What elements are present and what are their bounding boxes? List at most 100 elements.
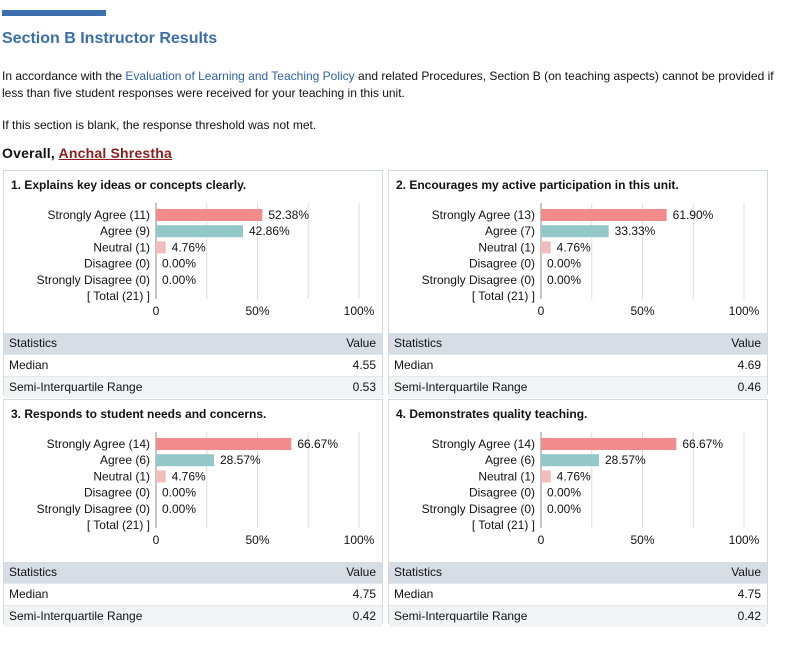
statistics-header: Statistics [394, 336, 443, 350]
axis-tick-label: 100% [344, 304, 375, 318]
percent-label: 61.90% [673, 208, 714, 222]
category-label: Strongly Agree (14) [432, 437, 535, 451]
statistic-value: 4.75 [352, 587, 376, 601]
statistics-header: Statistics [9, 565, 58, 579]
total-label: [ Total (21) ] [87, 289, 150, 303]
axis-tick-label: 100% [729, 304, 760, 318]
policy-link[interactable]: Evaluation of Learning and Teaching Poli… [125, 69, 355, 83]
value-header: Value [731, 565, 761, 579]
axis-tick-label: 50% [245, 304, 269, 318]
statistics-header-row: Statistics Value [4, 562, 382, 583]
category-label: Strongly Disagree (0) [37, 273, 150, 287]
overall-heading: Overall, Anchal Shrestha [2, 145, 172, 161]
statistic-value: 0.46 [737, 380, 761, 394]
table-row: Median 4.75 [4, 583, 382, 605]
statistic-value: 4.75 [737, 587, 761, 601]
statistic-name: Semi-Interquartile Range [394, 609, 528, 623]
percent-label: 4.76% [557, 469, 591, 483]
response-bar [156, 470, 166, 483]
value-header: Value [346, 336, 376, 350]
category-label: Strongly Agree (14) [47, 437, 150, 451]
percent-label: 0.00% [547, 273, 581, 287]
intro-text-before: In accordance with the [2, 69, 126, 83]
question-title: 1. Explains key ideas or concepts clearl… [11, 178, 247, 192]
response-bar [541, 454, 599, 467]
category-label: Disagree (0) [84, 257, 150, 271]
response-bar [156, 225, 244, 238]
category-label: Strongly Agree (11) [48, 208, 151, 222]
percent-label: 0.00% [547, 486, 581, 500]
axis-tick-label: 50% [630, 533, 654, 547]
total-label: [ Total (21) ] [87, 518, 150, 532]
percent-label: 52.38% [268, 208, 309, 222]
response-bar [156, 454, 214, 467]
percent-label: 66.67% [682, 437, 723, 451]
response-bar-chart: Strongly Agree (14) 66.67% Agree (6) 28.57%… [37, 432, 375, 547]
response-bar [541, 438, 677, 450]
table-row: Median 4.55 [4, 354, 382, 376]
percent-label: 4.76% [172, 469, 206, 483]
statistics-table: Statistics Value Median 4.69 Semi-Interquart… [389, 333, 767, 398]
category-label: Strongly Disagree (0) [37, 502, 150, 516]
axis-tick-label: 50% [245, 533, 269, 547]
percent-label: 33.33% [615, 224, 656, 238]
question-title: 4. Demonstrates quality teaching. [396, 407, 588, 421]
blank-note: If this section is blank, the response t… [2, 118, 317, 132]
value-header: Value [731, 336, 761, 350]
category-label: Agree (6) [485, 453, 535, 467]
statistic-name: Semi-Interquartile Range [9, 380, 143, 394]
statistic-name: Semi-Interquartile Range [394, 380, 528, 394]
category-label: Agree (9) [100, 224, 150, 238]
percent-label: 0.00% [162, 486, 196, 500]
axis-tick-label: 50% [630, 304, 654, 318]
response-bar [541, 241, 551, 254]
statistic-value: 0.42 [737, 609, 761, 623]
statistics-table: Statistics Value Median 4.55 Semi-Interquart… [4, 333, 382, 398]
category-label: Agree (7) [485, 224, 535, 238]
table-row: Semi-Interquartile Range 0.42 [389, 605, 767, 627]
percent-label: 0.00% [162, 257, 196, 271]
table-row: Semi-Interquartile Range 0.42 [4, 605, 382, 627]
statistic-value: 4.69 [737, 358, 761, 372]
statistics-header-row: Statistics Value [4, 333, 382, 354]
percent-label: 0.00% [162, 502, 196, 516]
intro-paragraph: In accordance with the Evaluation of Lea… [2, 68, 782, 102]
response-bar-chart: Strongly Agree (11) 52.38% Agree (9) 42.86%… [37, 203, 375, 318]
percent-label: 28.57% [220, 453, 261, 467]
table-row: Median 4.69 [389, 354, 767, 376]
response-bar [156, 241, 166, 254]
category-label: Disagree (0) [469, 257, 535, 271]
category-label: Neutral (1) [478, 469, 535, 483]
percent-label: 66.67% [297, 437, 338, 451]
response-bar-chart: Strongly Agree (13) 61.90% Agree (7) 33.33%… [422, 203, 760, 318]
overall-label: Overall, [2, 145, 59, 161]
percent-label: 0.00% [547, 502, 581, 516]
percent-label: 28.57% [605, 453, 646, 467]
category-label: Disagree (0) [469, 486, 535, 500]
question-title: 2. Encourages my active participation in… [396, 178, 679, 192]
instructor-name-link[interactable]: Anchal Shrestha [58, 145, 173, 161]
page-title: Section B Instructor Results [2, 30, 218, 47]
category-label: Neutral (1) [93, 240, 150, 254]
question-panel-1: 1. Explains key ideas or concepts clearl… [3, 170, 383, 398]
response-bar [156, 209, 263, 221]
total-label: [ Total (21) ] [472, 289, 535, 303]
statistic-name: Median [9, 587, 49, 601]
category-label: Disagree (0) [84, 486, 150, 500]
category-label: Strongly Disagree (0) [422, 502, 535, 516]
axis-tick-label: 100% [344, 533, 375, 547]
statistic-name: Semi-Interquartile Range [9, 609, 143, 623]
statistics-header: Statistics [9, 336, 58, 350]
statistics-table: Statistics Value Median 4.75 Semi-Interquart… [389, 562, 767, 627]
response-bar [156, 438, 292, 450]
question-panel-3: 3. Responds to student needs and concern… [3, 399, 383, 627]
response-bar-chart: Strongly Agree (14) 66.67% Agree (6) 28.57%… [422, 432, 760, 547]
category-label: Strongly Disagree (0) [422, 273, 535, 287]
table-row: Semi-Interquartile Range 0.53 [4, 376, 382, 398]
statistic-value: 0.53 [352, 380, 376, 394]
axis-tick-label: 0 [153, 533, 160, 547]
total-label: [ Total (21) ] [472, 518, 535, 532]
question-panel-4: 4. Demonstrates quality teaching. Strongl… [388, 399, 768, 627]
statistics-table: Statistics Value Median 4.75 Semi-Interquart… [4, 562, 382, 627]
table-row: Median 4.75 [389, 583, 767, 605]
